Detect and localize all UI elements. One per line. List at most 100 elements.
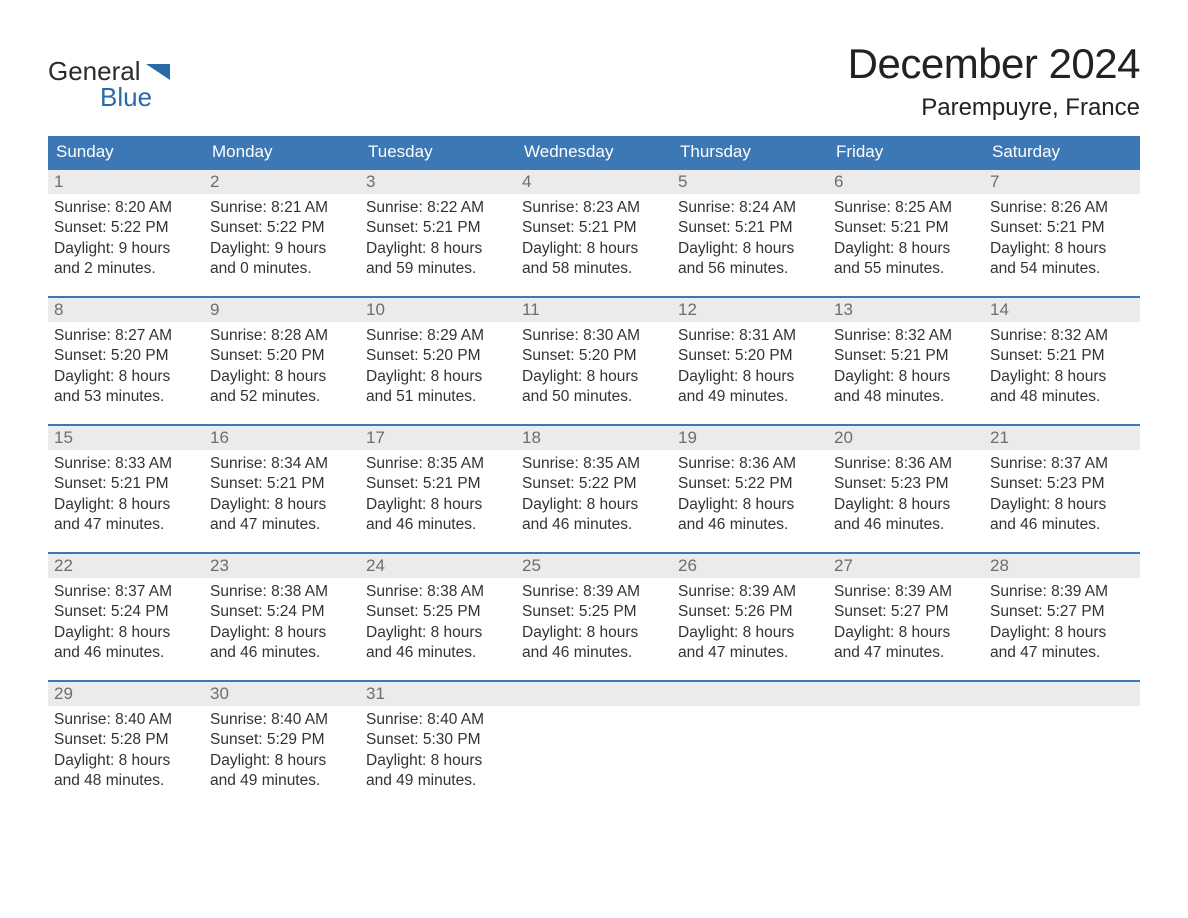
day-body: Sunrise: 8:30 AMSunset: 5:20 PMDaylight:… bbox=[516, 322, 672, 414]
day-dl1: Daylight: 8 hours bbox=[522, 239, 666, 259]
day-number: 18 bbox=[522, 428, 541, 447]
day-number-row: 5 bbox=[672, 170, 828, 194]
day-cell: 12 Sunrise: 8:31 AMSunset: 5:20 PMDayligh… bbox=[672, 298, 828, 414]
day-number: 31 bbox=[366, 684, 385, 703]
day-cell: 20Sunrise: 8:36 AMSunset: 5:23 PMDayligh… bbox=[828, 426, 984, 542]
day-dl1: Daylight: 8 hours bbox=[366, 367, 510, 387]
day-sunset: Sunset: 5:30 PM bbox=[366, 730, 510, 750]
day-number-row: 14 bbox=[984, 298, 1140, 322]
day-sunrise: Sunrise: 8:39 AM bbox=[522, 582, 666, 602]
day-sunset: Sunset: 5:20 PM bbox=[54, 346, 198, 366]
day-sunset: Sunset: 5:21 PM bbox=[366, 218, 510, 238]
day-dl1: Daylight: 8 hours bbox=[990, 495, 1134, 515]
day-dl1: Daylight: 8 hours bbox=[366, 751, 510, 771]
day-dl2: and 46 minutes. bbox=[522, 643, 666, 663]
day-cell: 25Sunrise: 8:39 AMSunset: 5:25 PMDayligh… bbox=[516, 554, 672, 670]
day-number: 5 bbox=[678, 172, 687, 191]
day-body: Sunrise: 8:38 AMSunset: 5:24 PMDaylight:… bbox=[204, 578, 360, 670]
day-number-row: 30 bbox=[204, 682, 360, 706]
day-number: 28 bbox=[990, 556, 1009, 575]
day-dl1: Daylight: 8 hours bbox=[678, 495, 822, 515]
day-cell: 6Sunrise: 8:25 AMSunset: 5:21 PMDaylight… bbox=[828, 170, 984, 286]
day-dl2: and 46 minutes. bbox=[834, 515, 978, 535]
day-sunrise: Sunrise: 8:36 AM bbox=[678, 454, 822, 474]
day-dl2: and 50 minutes. bbox=[522, 387, 666, 407]
day-sunrise: Sunrise: 8:23 AM bbox=[522, 198, 666, 218]
weekday-tuesday: Tuesday bbox=[360, 136, 516, 168]
day-number: 8 bbox=[54, 300, 63, 319]
day-number-row: 28 bbox=[984, 554, 1140, 578]
day-number-row: 13 bbox=[828, 298, 984, 322]
day-dl1: Daylight: 8 hours bbox=[678, 623, 822, 643]
weekday-thursday: Thursday bbox=[672, 136, 828, 168]
day-cell: · bbox=[672, 682, 828, 798]
day-dl1: Daylight: 8 hours bbox=[834, 367, 978, 387]
day-dl2: and 49 minutes. bbox=[366, 771, 510, 791]
generalblue-logo-icon: General Blue bbox=[48, 56, 208, 116]
day-dl1: Daylight: 8 hours bbox=[990, 367, 1134, 387]
day-dl1: Daylight: 8 hours bbox=[54, 495, 198, 515]
day-number-row: 20 bbox=[828, 426, 984, 450]
day-cell: 23Sunrise: 8:38 AMSunset: 5:24 PMDayligh… bbox=[204, 554, 360, 670]
day-sunrise: Sunrise: 8:32 AM bbox=[834, 326, 978, 346]
day-sunset: Sunset: 5:21 PM bbox=[678, 218, 822, 238]
day-sunrise: Sunrise: 8:26 AM bbox=[990, 198, 1134, 218]
day-dl2: and 46 minutes. bbox=[522, 515, 666, 535]
day-sunset: Sunset: 5:21 PM bbox=[990, 346, 1134, 366]
day-cell: 21Sunrise: 8:37 AMSunset: 5:23 PMDayligh… bbox=[984, 426, 1140, 542]
logo-flag-icon bbox=[146, 64, 170, 80]
day-body: Sunrise: 8:22 AMSunset: 5:21 PMDaylight:… bbox=[360, 194, 516, 286]
logo-word-blue: Blue bbox=[100, 82, 152, 112]
day-sunset: Sunset: 5:20 PM bbox=[366, 346, 510, 366]
day-number-row: 27 bbox=[828, 554, 984, 578]
day-dl1: Daylight: 8 hours bbox=[210, 751, 354, 771]
day-number: 30 bbox=[210, 684, 229, 703]
day-cell: 16 Sunrise: 8:34 AMSunset: 5:21 PMDayligh… bbox=[204, 426, 360, 542]
day-dl2: and 47 minutes. bbox=[834, 643, 978, 663]
day-body: Sunrise: 8:21 AMSunset: 5:22 PMDaylight:… bbox=[204, 194, 360, 286]
day-dl1: Daylight: 8 hours bbox=[54, 367, 198, 387]
day-cell: 9Sunrise: 8:28 AMSunset: 5:20 PMDaylight… bbox=[204, 298, 360, 414]
day-cell: 10Sunrise: 8:29 AMSunset: 5:20 PMDayligh… bbox=[360, 298, 516, 414]
day-dl1: Daylight: 8 hours bbox=[990, 623, 1134, 643]
day-sunrise: Sunrise: 8:30 AM bbox=[522, 326, 666, 346]
day-dl1: Daylight: 8 hours bbox=[834, 495, 978, 515]
day-body: Sunrise: 8:33 AMSunset: 5:21 PMDaylight:… bbox=[48, 450, 204, 542]
day-dl2: and 52 minutes. bbox=[210, 387, 354, 407]
day-sunset: Sunset: 5:22 PM bbox=[522, 474, 666, 494]
day-dl2: and 46 minutes. bbox=[210, 643, 354, 663]
day-dl2: and 47 minutes. bbox=[990, 643, 1134, 663]
day-cell: 5Sunrise: 8:24 AMSunset: 5:21 PMDaylight… bbox=[672, 170, 828, 286]
day-sunrise: Sunrise: 8:35 AM bbox=[522, 454, 666, 474]
day-dl1: Daylight: 8 hours bbox=[522, 495, 666, 515]
day-body: Sunrise: 8:36 AMSunset: 5:22 PMDaylight:… bbox=[672, 450, 828, 542]
day-sunset: Sunset: 5:20 PM bbox=[678, 346, 822, 366]
day-number: 12 bbox=[678, 300, 697, 319]
day-sunrise: Sunrise: 8:40 AM bbox=[366, 710, 510, 730]
day-dl1: Daylight: 8 hours bbox=[54, 623, 198, 643]
day-sunset: Sunset: 5:22 PM bbox=[54, 218, 198, 238]
day-number-row: 26 bbox=[672, 554, 828, 578]
day-dl1: Daylight: 8 hours bbox=[210, 495, 354, 515]
day-number-row: · bbox=[984, 682, 1140, 706]
day-sunrise: Sunrise: 8:39 AM bbox=[678, 582, 822, 602]
day-cell: 13Sunrise: 8:32 AMSunset: 5:21 PMDayligh… bbox=[828, 298, 984, 414]
day-sunset: Sunset: 5:21 PM bbox=[54, 474, 198, 494]
day-body: Sunrise: 8:29 AMSunset: 5:20 PMDaylight:… bbox=[360, 322, 516, 414]
day-sunrise: Sunrise: 8:39 AM bbox=[990, 582, 1134, 602]
day-number: 16 bbox=[210, 428, 229, 447]
day-dl1: Daylight: 8 hours bbox=[522, 367, 666, 387]
day-cell: 18 Sunrise: 8:35 AMSunset: 5:22 PMDayligh… bbox=[516, 426, 672, 542]
day-body: Sunrise: 8:40 AMSunset: 5:29 PMDaylight:… bbox=[204, 706, 360, 798]
day-sunrise: Sunrise: 8:33 AM bbox=[54, 454, 198, 474]
day-sunset: Sunset: 5:24 PM bbox=[54, 602, 198, 622]
day-sunrise: Sunrise: 8:38 AM bbox=[210, 582, 354, 602]
day-dl1: Daylight: 8 hours bbox=[834, 623, 978, 643]
day-body: Sunrise: 8:34 AMSunset: 5:21 PMDaylight:… bbox=[204, 450, 360, 542]
day-number-row: 8 bbox=[48, 298, 204, 322]
day-number: 29 bbox=[54, 684, 73, 703]
day-number-row: 4 bbox=[516, 170, 672, 194]
day-body: Sunrise: 8:31 AMSunset: 5:20 PMDaylight:… bbox=[672, 322, 828, 414]
day-sunset: Sunset: 5:20 PM bbox=[210, 346, 354, 366]
day-sunrise: Sunrise: 8:21 AM bbox=[210, 198, 354, 218]
